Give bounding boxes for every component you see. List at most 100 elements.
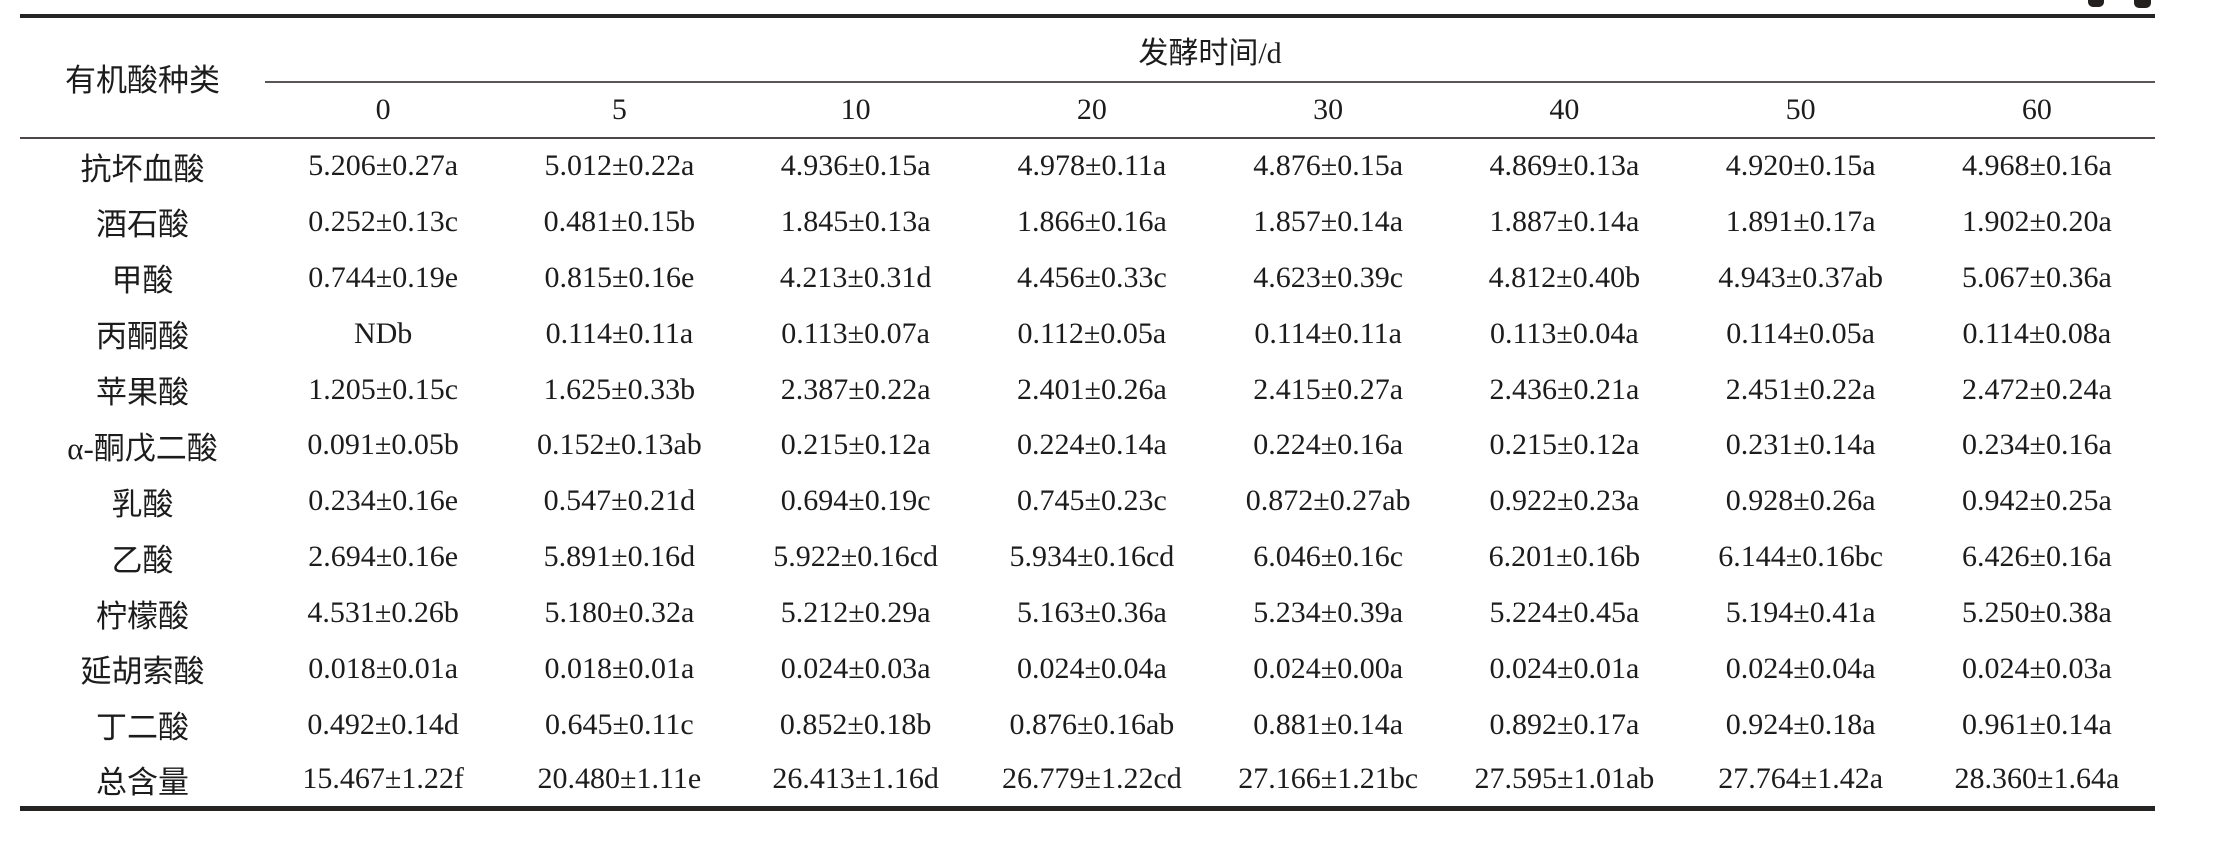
cell: 0.024±0.00a <box>1253 651 1404 685</box>
cell: 0.234±0.16e <box>308 484 459 518</box>
cell: 0.113±0.04a <box>1490 316 1639 350</box>
cell: 1.625±0.33b <box>543 372 696 406</box>
cell: 28.360±1.64a <box>1954 762 2120 796</box>
cell: 5.180±0.32a <box>544 596 695 630</box>
cell: 2.387±0.22a <box>780 372 931 406</box>
cell: 4.936±0.15a <box>780 149 931 183</box>
row-label: 丙酮酸 <box>96 319 189 355</box>
cell: 5.922±0.16cd <box>773 540 939 574</box>
cell: 0.224±0.16a <box>1253 428 1404 462</box>
row-label: 总含量 <box>96 764 189 800</box>
cell: 4.876±0.15a <box>1253 149 1404 183</box>
cell: 2.401±0.26a <box>1016 372 1167 406</box>
cell: 6.046±0.16c <box>1253 540 1404 574</box>
cell: 0.744±0.19e <box>308 260 459 294</box>
cell: 0.024±0.04a <box>1016 651 1167 685</box>
cell: 1.205±0.15c <box>308 372 459 406</box>
cell: 0.645±0.11c <box>545 707 694 741</box>
row-label: 乙酸 <box>111 542 174 578</box>
table-row: 柠檬酸 4.531±0.26b 5.180±0.32a 5.212±0.29a … <box>20 585 2155 641</box>
cell: 27.166±1.21bc <box>1238 762 1419 796</box>
cell: 0.694±0.19c <box>780 484 931 518</box>
cell: 2.694±0.16e <box>308 540 459 574</box>
cell: 15.467±1.22f <box>302 762 464 796</box>
cell: 0.924±0.18a <box>1725 707 1876 741</box>
row-label: 丁二酸 <box>96 710 189 746</box>
cell: 0.114±0.11a <box>1254 316 1402 350</box>
header-group-row: 有机酸种类 发酵时间/d <box>20 16 2155 139</box>
cell: 4.213±0.31d <box>779 260 932 294</box>
cell: 0.881±0.14a <box>1253 707 1404 741</box>
col-header-50: 50 <box>1682 82 1919 139</box>
table-row: 甲酸 0.744±0.19e 0.815±0.16e 4.213±0.31d 4… <box>20 250 2155 306</box>
cell: 0.024±0.01a <box>1489 651 1640 685</box>
cropped-text-remnant <box>2134 0 2151 8</box>
row-label: 酒石酸 <box>96 207 189 243</box>
cell: 1.857±0.14a <box>1253 204 1404 238</box>
group-header-fermentation-time: 发酵时间/d <box>265 16 2155 83</box>
table-row: 酒石酸 0.252±0.13c 0.481±0.15b 1.845±0.13a … <box>20 194 2155 250</box>
cell: 0.252±0.13c <box>308 204 459 238</box>
cell: 0.024±0.04a <box>1725 651 1876 685</box>
cell: 0.492±0.14d <box>307 707 459 741</box>
cell: 5.206±0.27a <box>308 149 459 183</box>
cell: 0.112±0.05a <box>1017 316 1167 350</box>
cell: 0.942±0.25a <box>1961 484 2112 518</box>
cell: 26.413±1.16d <box>772 762 939 796</box>
cell: 4.456±0.33c <box>1016 260 1167 294</box>
cell: 4.531±0.26b <box>307 596 459 630</box>
cell: 0.922±0.23a <box>1489 484 1640 518</box>
cropped-text-remnant <box>2088 0 2104 7</box>
cell: 0.481±0.15b <box>543 204 696 238</box>
cell: 0.215±0.12a <box>1489 428 1640 462</box>
cell: 0.024±0.03a <box>780 651 931 685</box>
row-label: 乳酸 <box>111 486 174 522</box>
organic-acid-table: 有机酸种类 发酵时间/d 0 5 10 20 30 40 50 60 抗坏血酸 … <box>20 14 2155 812</box>
col-header-0: 0 <box>265 82 502 139</box>
cell: 4.968±0.16a <box>1961 149 2112 183</box>
cell: 5.891±0.16d <box>543 540 696 574</box>
cell: 0.961±0.14a <box>1961 707 2112 741</box>
cell: 0.224±0.14a <box>1016 428 1167 462</box>
cell: 6.426±0.16a <box>1961 540 2112 574</box>
cell: 0.876±0.16ab <box>1009 707 1175 741</box>
cell: 2.415±0.27a <box>1253 372 1404 406</box>
table-row: 乙酸 2.694±0.16e 5.891±0.16d 5.922±0.16cd … <box>20 529 2155 585</box>
cell: 4.812±0.40b <box>1488 260 1641 294</box>
row-label: 延胡索酸 <box>80 654 205 690</box>
cell: 0.113±0.07a <box>781 316 930 350</box>
table-row: 丁二酸 0.492±0.14d 0.645±0.11c 0.852±0.18b … <box>20 697 2155 753</box>
table-row: 延胡索酸 0.018±0.01a 0.018±0.01a 0.024±0.03a… <box>20 641 2155 697</box>
cell: 0.234±0.16a <box>1961 428 2112 462</box>
table-row: 苹果酸 1.205±0.15c 1.625±0.33b 2.387±0.22a … <box>20 362 2155 418</box>
cell: 1.845±0.13a <box>780 204 931 238</box>
cell: 1.902±0.20a <box>1961 204 2112 238</box>
col-header-10: 10 <box>737 82 974 139</box>
cell: 2.451±0.22a <box>1725 372 1876 406</box>
cell: 27.764±1.42a <box>1718 762 1884 796</box>
cell: 4.869±0.13a <box>1489 149 1640 183</box>
cell: 0.018±0.01a <box>544 651 695 685</box>
table-row: 丙酮酸 NDb 0.114±0.11a 0.113±0.07a 0.112±0.… <box>20 306 2155 362</box>
stub-header: 有机酸种类 <box>20 16 265 139</box>
cell: 1.866±0.16a <box>1016 204 1167 238</box>
cell: 5.934±0.16cd <box>1009 540 1175 574</box>
cell: 5.212±0.29a <box>780 596 931 630</box>
col-header-30: 30 <box>1210 82 1447 139</box>
cell: 26.779±1.22cd <box>1001 762 1182 796</box>
cell: 0.745±0.23c <box>1016 484 1167 518</box>
cell: 5.067±0.36a <box>1961 260 2112 294</box>
row-label: 抗坏血酸 <box>80 151 205 187</box>
cell: 0.872±0.27ab <box>1245 484 1411 518</box>
col-header-5: 5 <box>501 82 738 139</box>
cell: 0.018±0.01a <box>308 651 459 685</box>
cell: 0.547±0.21d <box>543 484 696 518</box>
cell: 2.472±0.24a <box>1961 372 2112 406</box>
cell: 6.144±0.16bc <box>1718 540 1884 574</box>
cell: 0.892±0.17a <box>1489 707 1640 741</box>
cell: 4.623±0.39c <box>1253 260 1404 294</box>
row-label: α-酮戊二酸 <box>67 430 218 466</box>
row-label: 苹果酸 <box>96 375 189 410</box>
cell: 0.231±0.14a <box>1725 428 1876 462</box>
cell: 5.194±0.41a <box>1725 596 1876 630</box>
